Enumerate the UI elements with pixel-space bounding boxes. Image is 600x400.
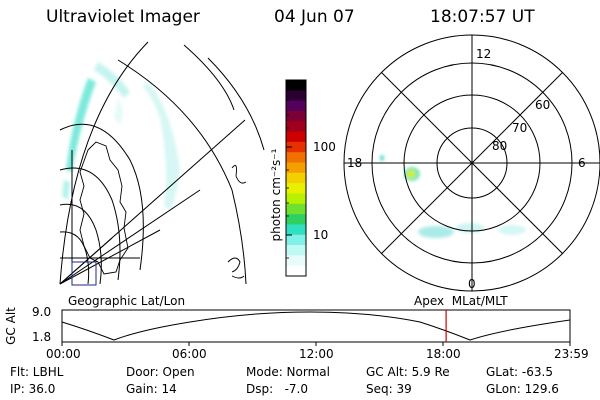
polar-lat-label-70: 70 <box>512 121 528 135</box>
geo-panel-label: Geographic Lat/Lon <box>68 294 186 308</box>
colorbar-minor-ticks <box>286 99 289 259</box>
polar-panel-label: Apex MLat/MLT <box>414 294 508 308</box>
info-mode: Mode: Normal <box>246 365 330 379</box>
info-glon: GLon: 129.6 <box>486 382 559 396</box>
info-dsp: Dsp: -7.0 <box>246 382 309 396</box>
geo-aurora-emission <box>62 62 180 210</box>
colorbar-segment <box>286 234 306 246</box>
polar-mlt-label-12: 12 <box>476 47 492 61</box>
colorbar-segment <box>286 100 306 112</box>
altitude-xtick-1: 06:00 <box>172 347 207 361</box>
colorbar-segment <box>286 121 306 133</box>
time-label: 18:07:57 UT <box>430 7 535 27</box>
colorbar-segment <box>286 162 306 174</box>
polar-mlt-label-18: 18 <box>347 156 363 170</box>
colorbar-tick-label-100: 100 <box>313 140 336 154</box>
colorbar-segment <box>286 110 306 122</box>
altitude-curve <box>61 311 571 341</box>
colorbar-frame <box>285 79 307 277</box>
polar-diag-2 <box>381 72 563 254</box>
polar-mlt-label-6: 6 <box>578 156 586 170</box>
altitude-plot <box>61 309 571 346</box>
colorbar-segment <box>286 245 306 256</box>
geographic-map <box>59 41 265 285</box>
colorbar-segment <box>286 172 306 184</box>
colorbar-segment <box>286 224 306 236</box>
colorbar-tick-label-10: 10 <box>313 228 329 242</box>
colorbar-segment <box>286 152 306 164</box>
polar-lat-label-60: 60 <box>535 98 551 112</box>
altitude-xtick-3: 18:00 <box>426 347 461 361</box>
polar-mlt-label-0: 0 <box>468 277 476 291</box>
colorbar-segment <box>286 131 306 143</box>
colorbar-segment <box>286 90 306 102</box>
colorbar-segment <box>286 193 306 205</box>
polar-lat-label-80: 80 <box>492 139 508 153</box>
altitude-ylabel: GC Alt <box>4 307 18 345</box>
colorbar <box>286 80 306 277</box>
info-gain: Gain: 14 <box>126 382 177 396</box>
altitude-xticks <box>61 342 571 346</box>
colorbar-segment <box>286 183 306 195</box>
polar-aurora-emission <box>380 155 526 238</box>
date-label: 04 Jun 07 <box>274 7 355 27</box>
colorbar-segment <box>286 214 306 226</box>
info-door: Door: Open <box>126 365 195 379</box>
colorbar-segment <box>286 141 306 153</box>
altitude-xtick-4: 23:59 <box>554 347 589 361</box>
info-seq: Seq: 39 <box>366 382 412 396</box>
polar-plot <box>343 34 600 292</box>
info-gc-alt: GC Alt: 5.9 Re <box>366 365 450 379</box>
instrument-title: Ultraviolet Imager <box>46 7 200 27</box>
colorbar-segment <box>286 265 306 277</box>
altitude-ytick-top: 9.0 <box>32 305 52 319</box>
altitude-plot-frame <box>61 309 571 343</box>
colorbar-segment <box>286 255 306 267</box>
geo-footprint-box <box>71 261 97 286</box>
colorbar-segment <box>286 80 306 91</box>
altitude-xtick-2: 12:00 <box>299 347 334 361</box>
altitude-xtick-0: 00:00 <box>46 347 81 361</box>
info-ip: IP: 36.0 <box>10 382 56 396</box>
altitude-ytick-bottom: 1.8 <box>32 330 52 344</box>
colorbar-segment <box>286 203 306 215</box>
info-filter: Flt: LBHL <box>10 365 64 379</box>
colorbar-unit-label: photon cm⁻²s⁻¹ <box>269 148 283 242</box>
info-glat: GLat: -63.5 <box>486 365 553 379</box>
